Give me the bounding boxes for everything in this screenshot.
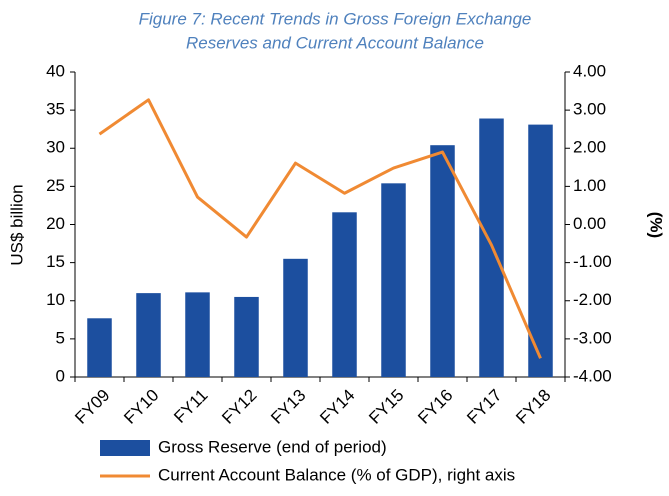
y2-axis-label: (%) bbox=[647, 212, 666, 238]
bar bbox=[381, 183, 406, 377]
y2-tick-label: 4.00 bbox=[573, 61, 606, 80]
x-tick-label: FY11 bbox=[170, 386, 211, 427]
y-tick-label: 25 bbox=[46, 176, 65, 195]
bar bbox=[528, 124, 553, 377]
y-tick-label: 10 bbox=[46, 290, 65, 309]
x-tick-label: FY16 bbox=[414, 386, 456, 428]
y-tick-label: 35 bbox=[46, 100, 65, 119]
chart-title: Figure 7: Recent Trends in Gross Foreign… bbox=[139, 9, 532, 28]
x-tick-label: FY12 bbox=[218, 386, 260, 428]
bar bbox=[430, 145, 455, 377]
legend-label: Current Account Balance (% of GDP), righ… bbox=[158, 465, 515, 484]
line bbox=[98, 98, 542, 359]
bar bbox=[332, 212, 357, 377]
x-tick-label: FY09 bbox=[71, 386, 113, 428]
y-tick-label: 40 bbox=[46, 61, 65, 80]
y-axis-label: US$ billion bbox=[7, 184, 26, 265]
legend-swatch bbox=[100, 440, 150, 456]
bar bbox=[234, 296, 259, 377]
y2-tick-label: -4.00 bbox=[573, 366, 612, 385]
y2-tick-label: -1.00 bbox=[573, 252, 612, 271]
legend-label: Gross Reserve (end of period) bbox=[158, 437, 387, 456]
y-tick-label: 5 bbox=[56, 328, 65, 347]
bar bbox=[136, 293, 161, 377]
y2-tick-label: -2.00 bbox=[573, 290, 612, 309]
bar bbox=[185, 292, 210, 377]
x-tick-label: FY18 bbox=[512, 386, 554, 428]
y2-tick-label: 0.00 bbox=[573, 214, 606, 233]
chart-title: Reserves and Current Account Balance bbox=[186, 33, 484, 52]
bar bbox=[283, 258, 308, 377]
y-tick-label: 30 bbox=[46, 138, 65, 157]
y-tick-label: 15 bbox=[46, 252, 65, 271]
x-tick-label: FY10 bbox=[120, 386, 162, 428]
x-tick-label: FY17 bbox=[463, 386, 505, 428]
y2-tick-label: 3.00 bbox=[573, 100, 606, 119]
y2-tick-label: -3.00 bbox=[573, 328, 612, 347]
y2-tick-label: 2.00 bbox=[573, 138, 606, 157]
y2-tick-label: 1.00 bbox=[573, 176, 606, 195]
y-tick-label: 20 bbox=[46, 214, 65, 233]
x-tick-label: FY14 bbox=[316, 386, 358, 428]
bar bbox=[87, 318, 112, 377]
x-tick-label: FY13 bbox=[267, 386, 309, 428]
x-tick-label: FY15 bbox=[365, 386, 407, 428]
y-tick-label: 0 bbox=[56, 366, 65, 385]
